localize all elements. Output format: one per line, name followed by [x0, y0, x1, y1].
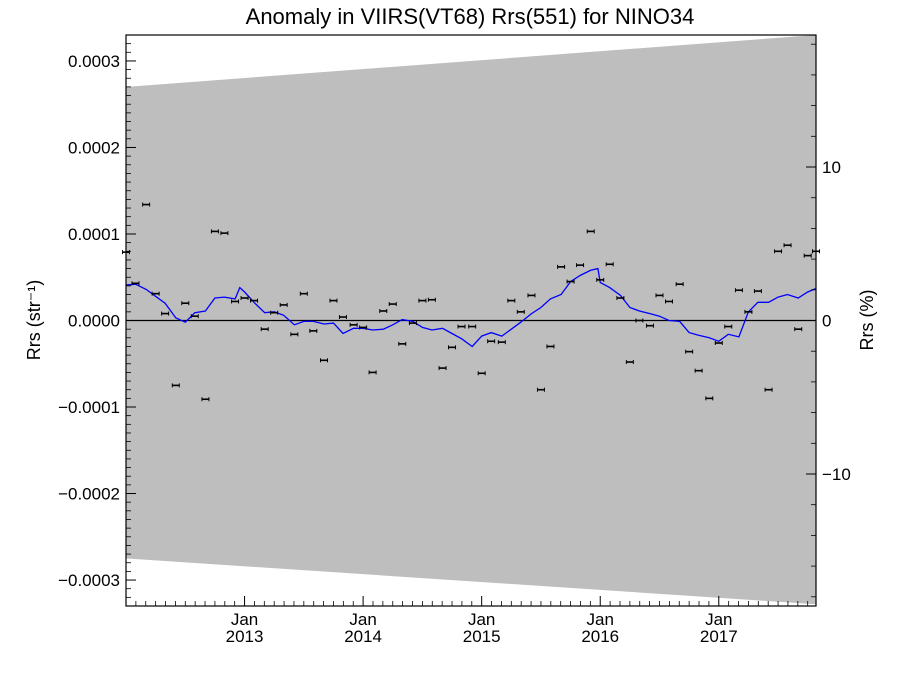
y-axis-title-left: Rrs (str⁻¹): [24, 280, 44, 360]
data-point: [527, 293, 536, 298]
y-tick-label: −0.0003: [58, 571, 120, 590]
data-point: [675, 282, 684, 287]
uncertainty-band: [126, 35, 816, 605]
y-tick-label: 0.0001: [68, 225, 120, 244]
data-point: [201, 397, 210, 402]
y-tick-label: 0.0000: [68, 312, 120, 331]
data-point: [338, 315, 347, 320]
data-point: [497, 340, 506, 345]
data-point: [418, 298, 427, 303]
y2-tick-label: 10: [822, 158, 841, 177]
data-point: [398, 341, 407, 346]
data-point: [349, 322, 358, 327]
x-tick-label-month: Jan: [349, 610, 376, 629]
ticks-layer: 0.0003 0.0002 0.0001 0.0000 −0.0001 −0.0002 −0…: [58, 34, 851, 646]
data-point: [635, 318, 644, 323]
data-point: [151, 291, 160, 296]
data-point: [516, 309, 525, 314]
data-point: [270, 310, 279, 315]
data-point: [190, 314, 199, 319]
data-point: [625, 360, 634, 365]
data-point: [329, 298, 338, 303]
data-point: [694, 368, 703, 373]
data-point: [764, 387, 773, 392]
data-point: [557, 264, 566, 269]
data-point: [309, 328, 318, 333]
data-point: [705, 396, 714, 401]
data-point: [468, 324, 477, 329]
data-point: [171, 383, 180, 388]
x-tick-label-month: Jan: [705, 610, 732, 629]
data-point: [586, 229, 595, 234]
data-point: [260, 327, 269, 332]
data-point: [408, 321, 417, 326]
data-point: [220, 231, 229, 236]
uncertainty-band-layer: [126, 35, 816, 605]
data-point: [803, 253, 812, 258]
y-tick-label: −0.0001: [58, 398, 120, 417]
data-point: [646, 323, 655, 328]
data-point: [181, 301, 190, 306]
data-point: [794, 327, 803, 332]
data-point: [359, 325, 368, 330]
data-point: [299, 291, 308, 296]
data-point: [664, 299, 673, 304]
data-point: [388, 302, 397, 307]
trend-line-layer: [125, 267, 817, 348]
data-point: [131, 281, 140, 286]
data-point: [368, 370, 377, 375]
data-point: [724, 324, 733, 329]
data-point: [279, 302, 288, 307]
x-tick-label-year: 2015: [463, 627, 501, 646]
data-point: [438, 366, 447, 371]
y2-tick-label: −10: [822, 465, 851, 484]
x-tick-label-month: Jan: [231, 610, 258, 629]
x-tick-label-year: 2017: [700, 627, 738, 646]
data-point: [576, 263, 585, 268]
data-points-layer: [122, 202, 820, 402]
data-point: [477, 371, 486, 376]
data-point: [427, 297, 436, 302]
data-point: [744, 309, 753, 314]
data-point: [240, 296, 249, 301]
x-tick-label-year: 2016: [581, 627, 619, 646]
data-point: [566, 279, 575, 284]
data-point: [596, 277, 605, 282]
y-axis-title-right: Rrs (%): [857, 290, 877, 351]
data-point: [142, 202, 151, 207]
chart-title: Anomaly in VIIRS(VT68) Rrs(551) for NINO…: [246, 4, 695, 29]
data-point: [685, 349, 694, 354]
data-point: [487, 339, 496, 344]
data-point: [655, 293, 664, 298]
data-point: [774, 249, 783, 254]
data-point: [616, 296, 625, 301]
data-point: [290, 332, 299, 337]
x-tick-label-year: 2014: [344, 627, 382, 646]
data-point: [783, 243, 792, 248]
data-point: [231, 299, 240, 304]
data-point: [379, 308, 388, 313]
y-tick-label: −0.0002: [58, 485, 120, 504]
x-tick-label-month: Jan: [468, 610, 495, 629]
data-point: [250, 298, 259, 303]
data-point: [753, 289, 762, 294]
data-point: [210, 229, 219, 234]
y-tick-label: 0.0003: [68, 52, 120, 71]
data-point: [546, 344, 555, 349]
data-point: [161, 311, 170, 316]
trend-line: [125, 267, 817, 348]
data-point: [734, 288, 743, 293]
data-point: [448, 345, 457, 350]
data-point: [507, 298, 516, 303]
data-point: [605, 262, 614, 267]
data-point: [714, 340, 723, 345]
data-point: [457, 324, 466, 329]
y2-tick-label: 0: [822, 312, 831, 331]
y-tick-label: 0.0002: [68, 138, 120, 157]
x-tick-label-year: 2013: [226, 627, 264, 646]
x-tick-label-month: Jan: [587, 610, 614, 629]
data-point: [536, 387, 545, 392]
data-point: [319, 358, 328, 363]
